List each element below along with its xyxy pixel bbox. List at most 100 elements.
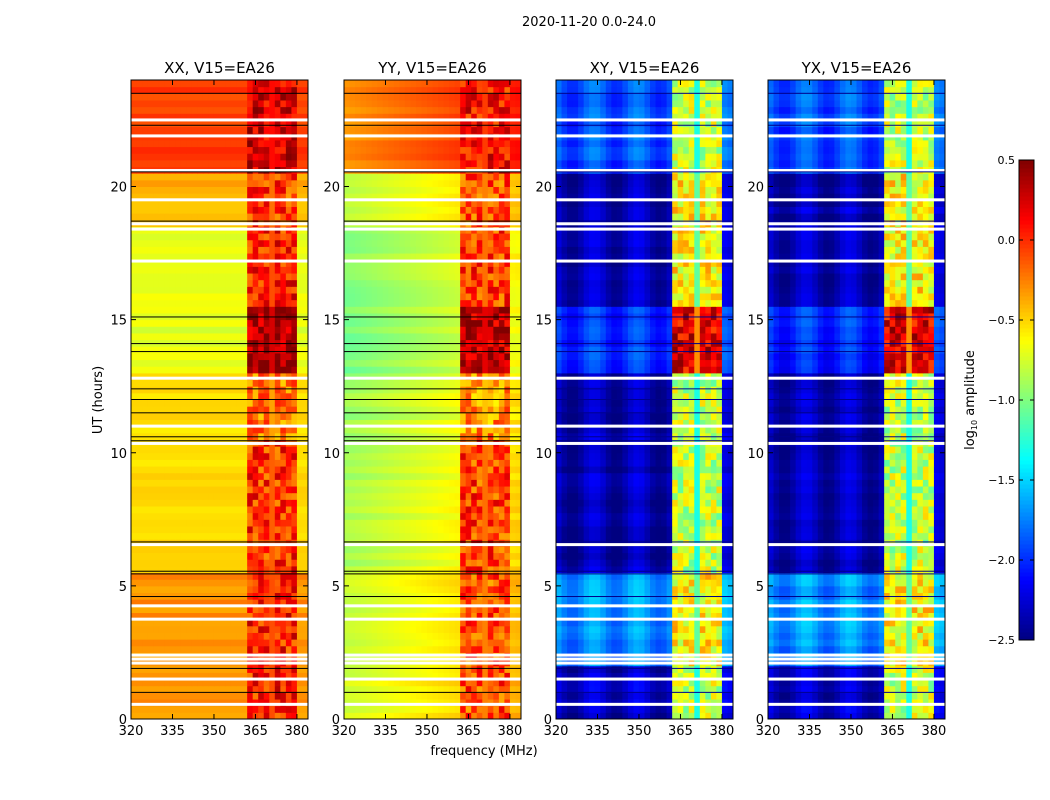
heatmap-cell [213,93,220,101]
heatmap-cell [360,565,367,574]
heatmap-cell [269,685,276,693]
heatmap-cell [432,512,439,520]
heatmap-cell [360,599,367,607]
heatmap-cell [404,579,411,587]
heatmap-cell [449,712,456,720]
heatmap-cell [208,672,215,680]
heatmap-cell [382,379,389,387]
heatmap-cell [263,519,270,527]
heatmap-cell [360,412,367,420]
heatmap-cell [175,552,182,560]
heatmap-cell [280,639,287,647]
heatmap-cell [487,572,494,580]
heatmap-cell [241,293,248,301]
heatmap-cell [274,273,281,281]
heatmap-cell [415,372,422,381]
heatmap-cell [258,585,265,594]
heatmap-cell [197,286,204,294]
heatmap-cell [410,459,417,467]
heatmap-cell [438,605,445,613]
heatmap-cell [213,193,220,201]
heatmap-cell [191,206,198,214]
heatmap-cell [213,479,220,487]
heatmap-cell [460,599,467,607]
heatmap-cell [454,532,461,540]
heatmap-cell [504,466,511,474]
heatmap-cell [438,679,445,687]
heatmap-cell [421,332,428,341]
heatmap-cell [487,366,494,374]
heatmap-cell [421,399,428,407]
heatmap-cell [291,332,298,341]
heatmap-cell [213,233,220,241]
heatmap-cell [399,545,406,554]
heatmap-cell [131,579,138,587]
heatmap-cell [404,705,411,713]
heatmap-cell [377,585,384,594]
heatmap-cell [247,712,254,720]
heatmap-cell [460,392,467,400]
heatmap-cell [382,579,389,587]
heatmap-cell [302,665,309,673]
heatmap-cell [252,499,259,507]
heatmap-cell [291,293,298,301]
heatmap-cell [471,532,478,540]
heatmap-cell [147,499,154,507]
heatmap-cell [377,519,384,527]
heatmap-cell [296,692,303,700]
heatmap-cell [280,512,287,520]
heatmap-cell [302,273,309,281]
heatmap-cell [225,106,232,114]
heatmap-cell [274,565,281,574]
heatmap-cell [432,459,439,467]
heatmap-cell [377,619,384,627]
heatmap-cell [186,139,193,148]
heatmap-cell [247,479,254,487]
heatmap-cell [158,479,165,487]
heatmap-cell [296,539,303,547]
heatmap-cell [404,452,411,460]
heatmap-cell [471,352,478,361]
heatmap-cell [247,86,254,94]
heatmap-cell [274,492,281,500]
heatmap-cell [493,639,500,647]
heatmap-cell [399,392,406,400]
heatmap-cell [241,126,248,134]
heatmap-cell [360,406,367,414]
heatmap-cell [169,193,176,201]
heatmap-cell [147,179,154,187]
heatmap-cell [147,139,154,148]
heatmap-cell [371,645,378,653]
heatmap-cell [258,506,265,514]
heatmap-cell [180,545,187,554]
heatmap-cell [454,346,461,354]
heatmap-cell [164,213,171,221]
heatmap-cell [291,126,298,134]
heatmap-cell [460,692,467,700]
heatmap-cell [280,585,287,594]
heatmap-cell [291,119,298,128]
heatmap-cell [349,479,356,487]
heatmap-cell [388,532,395,540]
heatmap-cell [476,625,483,633]
heatmap-cell [438,406,445,414]
heatmap-cell [438,426,445,434]
heatmap-cell [426,492,433,500]
heatmap-cell [296,139,303,148]
heatmap-cell [142,253,149,261]
heatmap-cell [487,625,494,633]
heatmap-cell [432,452,439,460]
heatmap-cell [504,359,511,367]
heatmap-cell [504,539,511,547]
heatmap-cell [280,153,287,161]
heatmap-cell [219,612,226,620]
heatmap-cell [421,705,428,713]
heatmap-cell [421,379,428,387]
heatmap-cell [377,665,384,673]
heatmap-cell [410,412,417,420]
heatmap-cell [296,685,303,693]
heatmap-cell [460,512,467,520]
heatmap-cell [241,545,248,554]
heatmap-cell [230,306,237,314]
heatmap-cell [236,239,243,247]
